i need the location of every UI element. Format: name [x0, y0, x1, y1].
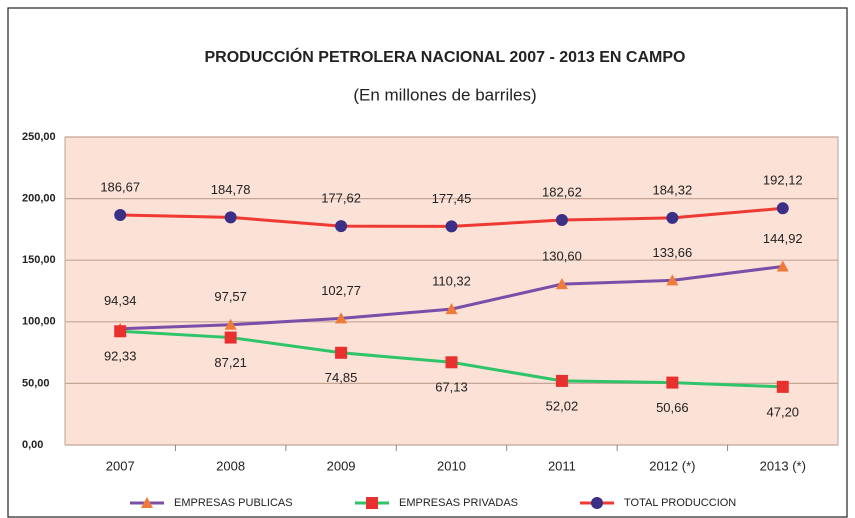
- data-point: [224, 318, 237, 330]
- data-point: [666, 274, 679, 286]
- data-label: 133,66: [652, 245, 692, 260]
- x-tick-label: 2007: [106, 458, 135, 473]
- x-tick-label: 2009: [327, 458, 356, 473]
- data-point: [224, 211, 237, 224]
- data-point: [555, 214, 568, 227]
- data-label: 50,66: [656, 400, 689, 415]
- data-label: 94,34: [104, 293, 137, 308]
- x-tick-label: 2010: [437, 458, 466, 473]
- legend-label: TOTAL PRODUCCION: [624, 497, 736, 509]
- data-label: 92,33: [104, 349, 137, 364]
- data-label: 184,78: [211, 182, 251, 197]
- legend-label: EMPRESAS PRIVADAS: [399, 497, 518, 509]
- data-label: 97,57: [214, 289, 247, 304]
- data-point: [776, 260, 789, 272]
- data-label: 110,32: [432, 274, 471, 289]
- legend-marker: [141, 497, 153, 508]
- data-point: [555, 374, 568, 387]
- y-tick-label: 50,00: [22, 377, 50, 389]
- data-point: [776, 380, 789, 393]
- data-label: 47,20: [767, 404, 800, 419]
- data-label: 144,92: [763, 231, 803, 246]
- data-point: [445, 220, 458, 233]
- legend-label: EMPRESAS PUBLICAS: [174, 497, 293, 509]
- data-label: 74,85: [325, 370, 358, 385]
- y-tick-label: 0,00: [22, 439, 43, 451]
- data-label: 192,12: [763, 173, 803, 188]
- data-point: [224, 331, 237, 344]
- data-label: 182,62: [542, 184, 582, 199]
- legend-marker: [366, 497, 378, 509]
- data-point: [666, 376, 679, 389]
- data-point: [445, 356, 458, 369]
- data-point: [335, 220, 348, 233]
- data-point: [335, 346, 348, 359]
- y-tick-label: 100,00: [22, 316, 56, 328]
- data-label: 67,13: [435, 380, 468, 395]
- x-tick-label: 2011: [548, 458, 576, 473]
- data-point: [114, 209, 127, 222]
- x-tick-label: 2012 (*): [649, 458, 695, 473]
- data-point: [114, 325, 127, 338]
- data-label: 177,45: [432, 191, 472, 206]
- data-label: 130,60: [542, 249, 582, 264]
- data-label: 102,77: [321, 283, 361, 298]
- x-tick-label: 2013 (*): [760, 458, 806, 473]
- x-tick-label: 2008: [216, 458, 245, 473]
- y-tick-label: 150,00: [22, 254, 56, 266]
- data-point: [335, 312, 348, 324]
- y-tick-label: 200,00: [22, 193, 56, 205]
- chart-title: PRODUCCIÓN PETROLERA NACIONAL 2007 - 201…: [205, 47, 686, 66]
- data-point: [776, 202, 789, 215]
- data-label: 184,32: [652, 182, 692, 197]
- data-label: 177,62: [321, 191, 361, 206]
- plot-area: [64, 136, 839, 446]
- chart-subtitle: (En millones de barriles): [353, 85, 536, 104]
- y-tick-label: 250,00: [22, 131, 56, 143]
- data-point: [445, 303, 458, 315]
- legend-marker: [591, 497, 603, 509]
- data-label: 52,02: [546, 398, 579, 413]
- data-point: [555, 278, 568, 290]
- data-label: 186,67: [100, 179, 140, 194]
- data-label: 87,21: [214, 355, 247, 370]
- data-point: [666, 211, 679, 224]
